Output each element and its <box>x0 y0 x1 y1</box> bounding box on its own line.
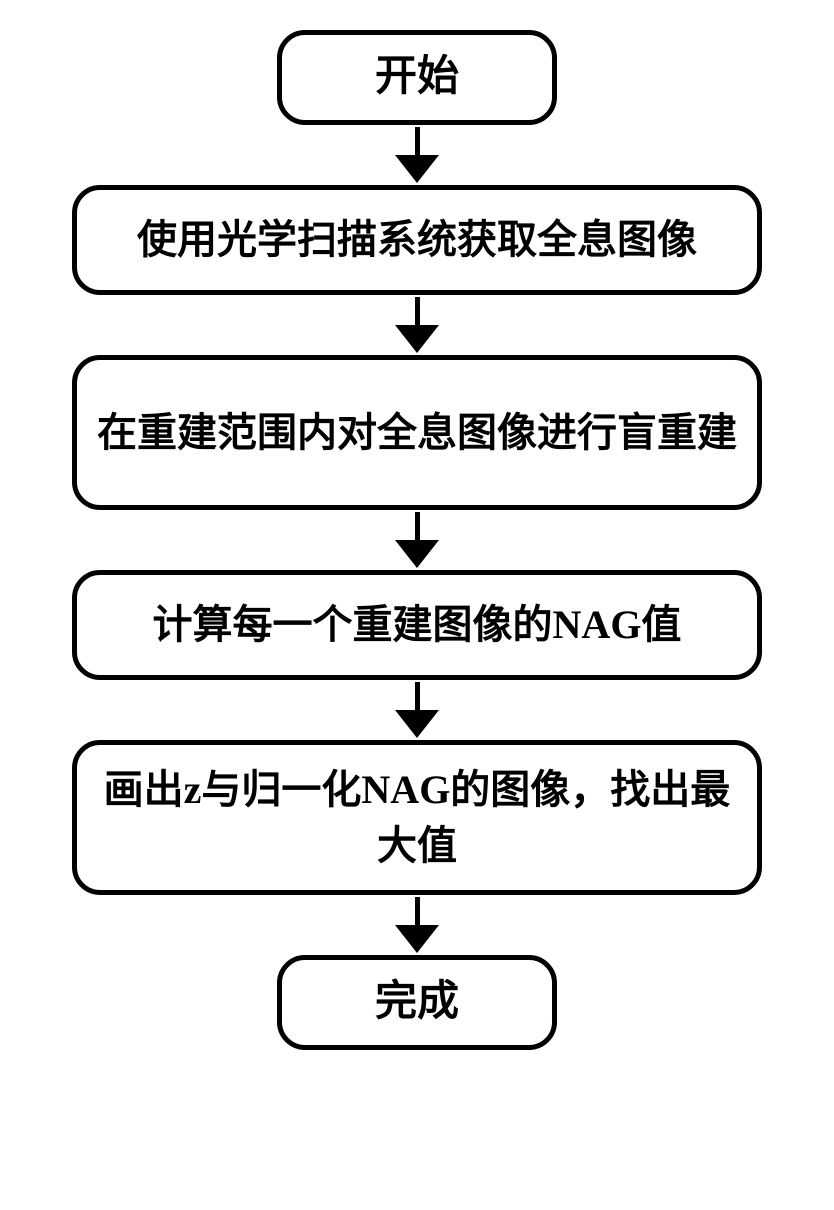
flowchart-arrow <box>395 897 439 953</box>
arrow-line <box>415 682 420 712</box>
node-label: 完成 <box>375 973 459 1032</box>
flowchart-node-step1: 使用光学扫描系统获取全息图像 <box>72 185 762 295</box>
arrow-line <box>415 897 420 927</box>
node-label: 使用光学扫描系统获取全息图像 <box>137 212 697 268</box>
flowchart-node-step4: 画出z与归一化NAG的图像，找出最大值 <box>72 740 762 895</box>
arrow-head <box>395 925 439 953</box>
arrow-line <box>415 512 420 542</box>
flowchart-container: 开始 使用光学扫描系统获取全息图像 在重建范围内对全息图像进行盲重建 计算每一个… <box>0 30 834 1050</box>
flowchart-node-start: 开始 <box>277 30 557 125</box>
arrow-line <box>415 127 420 157</box>
node-label: 计算每一个重建图像的NAG值 <box>153 597 682 653</box>
flowchart-node-step3: 计算每一个重建图像的NAG值 <box>72 570 762 680</box>
flowchart-arrow <box>395 512 439 568</box>
flowchart-node-step2: 在重建范围内对全息图像进行盲重建 <box>72 355 762 510</box>
arrow-head <box>395 325 439 353</box>
node-label: 开始 <box>375 48 459 107</box>
flowchart-node-end: 完成 <box>277 955 557 1050</box>
arrow-head <box>395 155 439 183</box>
arrow-line <box>415 297 420 327</box>
node-label: 画出z与归一化NAG的图像，找出最大值 <box>97 762 737 874</box>
node-label: 在重建范围内对全息图像进行盲重建 <box>97 405 737 461</box>
arrow-head <box>395 710 439 738</box>
flowchart-arrow <box>395 127 439 183</box>
flowchart-arrow <box>395 682 439 738</box>
flowchart-arrow <box>395 297 439 353</box>
arrow-head <box>395 540 439 568</box>
